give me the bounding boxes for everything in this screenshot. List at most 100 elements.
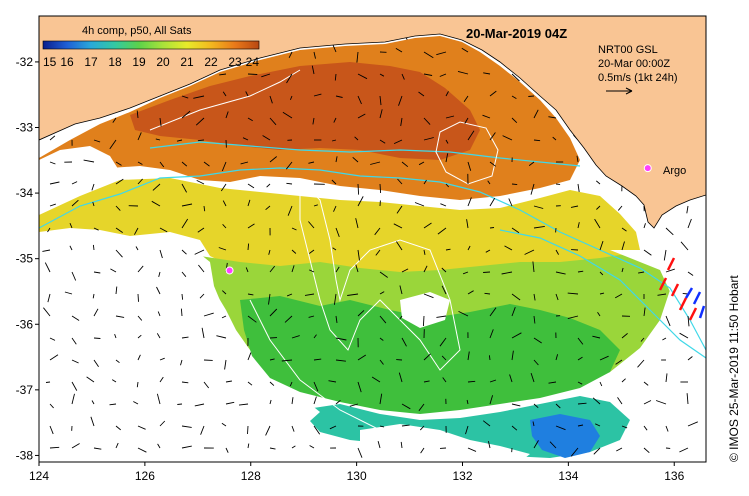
current-vector — [269, 95, 273, 104]
current-vector — [357, 113, 366, 119]
current-vector — [489, 132, 496, 141]
argo-label: Argo — [663, 165, 686, 177]
current-vector — [201, 327, 205, 339]
current-vector — [114, 333, 117, 339]
current-vector — [115, 442, 119, 449]
x-axis-tick-label: 136 — [664, 469, 684, 483]
current-vector — [193, 95, 205, 99]
current-vector — [489, 197, 496, 207]
current-vector — [93, 447, 102, 450]
current-vector — [47, 293, 51, 303]
current-vector — [511, 425, 518, 431]
current-vector — [291, 445, 296, 449]
current-vector — [467, 290, 474, 295]
current-vector — [356, 51, 359, 63]
current-vector — [269, 308, 278, 317]
current-vector — [687, 356, 693, 361]
argo-markers — [225, 164, 652, 275]
current-vector — [268, 249, 271, 255]
current-vector — [621, 425, 628, 429]
current-vector — [419, 425, 425, 431]
current-vector — [93, 337, 101, 339]
current-vector — [289, 381, 293, 387]
current-vector — [92, 244, 95, 251]
current-vector — [594, 218, 601, 229]
x-axis-tick-label: 130 — [347, 469, 367, 483]
colorbar-tick-label: 23 — [228, 55, 242, 69]
current-vector — [665, 373, 668, 383]
current-vector — [643, 425, 648, 431]
current-vector — [240, 161, 249, 165]
current-vector — [643, 223, 646, 229]
current-vector — [533, 315, 536, 324]
current-vector — [156, 393, 161, 405]
ssh-contour — [435, 121, 499, 185]
current-vector — [181, 381, 189, 384]
current-vector — [548, 116, 557, 119]
current-vector — [247, 199, 251, 207]
current-vector — [198, 264, 205, 273]
colorbar-tick-label: 24 — [246, 55, 260, 69]
current-vector — [665, 268, 675, 273]
current-vector — [464, 117, 469, 124]
current-vector — [220, 183, 227, 192]
current-vector — [414, 202, 425, 207]
current-vector — [548, 381, 557, 384]
current-vector — [687, 421, 698, 427]
current-vector — [335, 337, 347, 341]
y-axis-tick-label: -37 — [16, 383, 34, 397]
current-vector — [420, 447, 425, 454]
current-vector — [418, 161, 425, 166]
current-vector — [445, 91, 449, 97]
current-vector — [462, 271, 469, 275]
current-vector — [115, 227, 123, 233]
current-vector — [577, 424, 584, 427]
current-vector — [218, 247, 227, 251]
current-vector — [287, 205, 293, 216]
current-vector — [222, 91, 227, 97]
current-vector — [399, 285, 403, 295]
current-vector — [484, 292, 491, 295]
ssh-contour — [299, 178, 461, 371]
current-vector — [577, 337, 584, 345]
current-vector — [308, 161, 315, 164]
current-vector — [157, 311, 161, 317]
current-vector — [621, 241, 625, 251]
current-vector — [137, 178, 143, 185]
current-vector — [268, 293, 271, 305]
current-vector — [115, 205, 121, 211]
current-legend-line3: 0.5m/s (1kt 24h) — [598, 72, 677, 84]
current-vector — [528, 95, 535, 97]
current-vector — [225, 401, 235, 405]
current-vector — [377, 440, 381, 449]
current-vector — [91, 183, 95, 191]
current-vector — [157, 443, 161, 449]
current-vector — [137, 354, 141, 361]
date-title: 20-Mar-2019 04Z — [466, 26, 567, 41]
current-vector — [552, 136, 557, 141]
current-vector — [485, 249, 491, 253]
current-vector — [49, 446, 60, 449]
current-vector — [216, 335, 227, 339]
current-vector — [69, 245, 73, 251]
current-vector — [599, 381, 603, 387]
current-vector — [643, 381, 649, 386]
current-vector — [423, 293, 434, 299]
current-vector — [567, 292, 579, 295]
current-vector — [466, 399, 469, 405]
current-vector — [93, 308, 99, 317]
current-vector — [304, 293, 315, 296]
current-vector — [686, 393, 689, 405]
current-vector — [599, 355, 609, 361]
current-vector — [247, 243, 250, 251]
current-vector — [504, 245, 513, 251]
current-vector — [308, 221, 315, 229]
current-vector — [115, 249, 123, 258]
current-vector — [313, 396, 317, 405]
current-vector — [489, 227, 495, 229]
current-vector — [533, 139, 541, 142]
current-vector — [555, 403, 561, 409]
current-vector — [379, 183, 382, 194]
y-axis-tick-label: -36 — [16, 317, 34, 331]
current-vector — [71, 337, 77, 345]
